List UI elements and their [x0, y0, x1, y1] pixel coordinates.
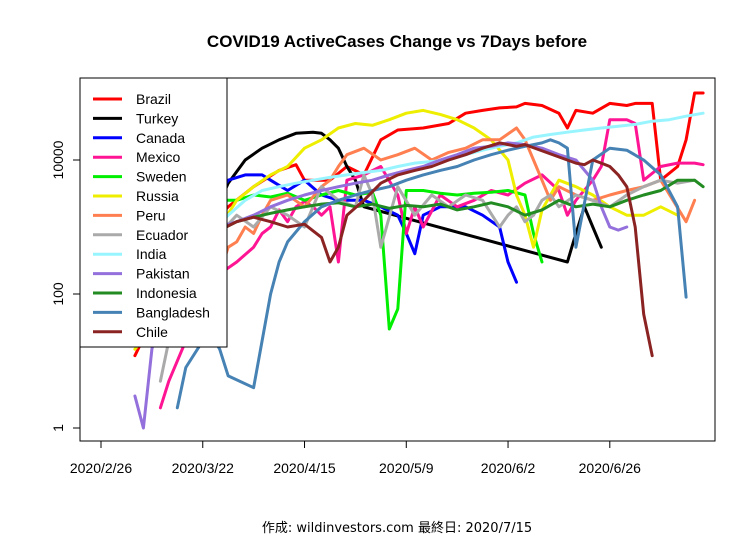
legend-label: Bangladesh	[136, 304, 210, 320]
y-tick-label: 10000	[50, 140, 66, 179]
legend-label: India	[136, 246, 167, 262]
legend-label: Russia	[136, 188, 179, 204]
legend-item-mexico: Mexico	[93, 149, 181, 165]
legend-box	[79, 77, 228, 348]
legend-label: Peru	[136, 207, 166, 223]
series-line-india	[141, 111, 705, 336]
legend-label: Canada	[136, 130, 185, 146]
legend-item-sweden: Sweden	[93, 169, 187, 185]
legend-label: Indonesia	[136, 285, 197, 301]
legend-item-ecuador: Ecuador	[93, 227, 188, 243]
legend-label: Pakistan	[136, 266, 190, 282]
legend-item-bangladesh: Bangladesh	[93, 304, 210, 320]
legend-item-canada: Canada	[93, 130, 185, 146]
series-line-russia	[133, 108, 680, 351]
legend-label: Ecuador	[136, 227, 188, 243]
legend-item-turkey: Turkey	[93, 110, 178, 126]
legend-label: Brazil	[136, 91, 171, 107]
y-tick-label: 100	[50, 282, 66, 306]
legend-item-pakistan: Pakistan	[93, 266, 190, 282]
legend-label: Sweden	[136, 169, 187, 185]
x-tick-label: 2020/4/15	[273, 460, 335, 476]
legend-item-peru: Peru	[93, 207, 166, 223]
legend-label: Chile	[136, 324, 168, 340]
legend-item-indonesia: Indonesia	[93, 285, 197, 301]
legend-item-india: India	[93, 246, 167, 262]
series-layer	[133, 91, 705, 430]
x-tick-label: 2020/3/22	[172, 460, 234, 476]
x-tick-label: 2020/6/26	[579, 460, 641, 476]
legend-item-russia: Russia	[93, 188, 179, 204]
chart-title: COVID19 ActiveCases Change vs 7Days befo…	[207, 32, 587, 51]
x-tick-label: 2020/6/2	[481, 460, 536, 476]
x-tick-label: 2020/5/9	[379, 460, 434, 476]
legend-item-chile: Chile	[93, 324, 168, 340]
legend-label: Mexico	[136, 149, 181, 165]
x-tick-label: 2020/2/26	[70, 460, 132, 476]
series-line-bangladesh	[175, 138, 688, 410]
series-line-chile	[150, 141, 654, 358]
y-tick-label: 1	[50, 424, 66, 432]
legend-label: Turkey	[136, 110, 178, 126]
legend: Brazil Turkey Canada Mexico Sweden Russia Peru…	[79, 77, 228, 348]
footer-credit: 作成: wildinvestors.com 最終日: 2020/7/15	[262, 520, 532, 536]
legend-item-brazil: Brazil	[93, 91, 171, 107]
x-axis: 2020/2/26 2020/3/22 2020/4/15 2020/5/9 2020/…	[70, 440, 641, 476]
y-axis: 1 100 10000	[50, 140, 81, 432]
